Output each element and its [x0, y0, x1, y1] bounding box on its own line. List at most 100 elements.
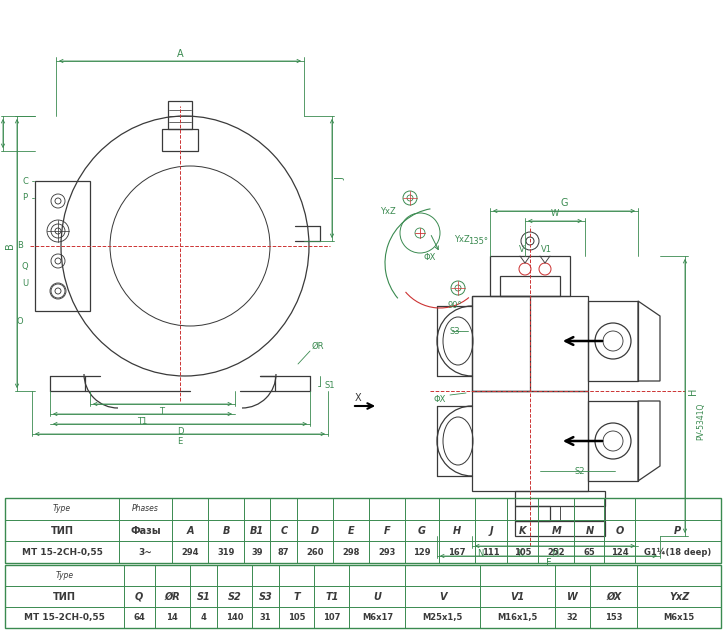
Text: 153: 153 [605, 613, 622, 622]
Bar [560, 506, 605, 521]
Text: 32: 32 [567, 613, 579, 622]
Bar [472, 296, 530, 391]
Text: 140: 140 [226, 613, 243, 622]
Text: A: A [176, 49, 183, 59]
Text: K: K [519, 526, 526, 536]
Text: S2: S2 [228, 591, 241, 601]
Text: Q: Q [22, 261, 28, 271]
Text: D: D [311, 526, 319, 536]
Text: 298: 298 [342, 548, 359, 557]
Text: ØR: ØR [311, 341, 325, 350]
Text: K: K [517, 548, 523, 558]
Text: M16x1,5: M16x1,5 [497, 613, 538, 622]
Bar [515, 521, 605, 536]
Text: PV-5341Q: PV-5341Q [696, 403, 706, 440]
Text: T: T [160, 406, 165, 415]
Text: 260: 260 [306, 548, 324, 557]
Text: J: J [489, 526, 493, 536]
Text: M: M [552, 526, 561, 536]
Text: ØX: ØX [606, 591, 621, 601]
Text: U: U [22, 278, 28, 288]
Bar [490, 256, 570, 296]
Text: 87: 87 [278, 548, 290, 557]
Bar [500, 276, 560, 296]
Text: S3: S3 [259, 591, 272, 601]
Text: S1: S1 [325, 382, 335, 391]
Bar [515, 506, 550, 521]
Bar [472, 391, 588, 491]
Text: 90°: 90° [448, 300, 462, 309]
Text: B1: B1 [250, 526, 264, 536]
Text: 4: 4 [200, 613, 206, 622]
Text: H: H [452, 526, 461, 536]
Text: ØR: ØR [164, 591, 180, 601]
Text: M: M [551, 548, 558, 558]
Bar [472, 296, 588, 391]
Text: G: G [418, 526, 426, 536]
Bar [162, 129, 198, 151]
Text: 135°: 135° [468, 237, 488, 245]
Text: V: V [439, 591, 446, 601]
Text: 14: 14 [166, 613, 178, 622]
Text: Q: Q [135, 591, 143, 601]
Text: G1¼(18 deep): G1¼(18 deep) [644, 548, 711, 557]
Text: M6x15: M6x15 [664, 613, 695, 622]
Text: D: D [176, 427, 183, 435]
Text: S2: S2 [575, 466, 585, 476]
Text: 252: 252 [547, 548, 566, 557]
Text: 167: 167 [448, 548, 465, 557]
Text: Type: Type [55, 571, 73, 580]
Text: 124: 124 [611, 548, 628, 557]
Text: U: U [373, 591, 381, 601]
Text: 111: 111 [482, 548, 499, 557]
Bar [168, 101, 192, 129]
Text: E: E [348, 526, 354, 536]
Bar [5, 498, 721, 563]
Text: ΦX: ΦX [424, 254, 436, 262]
Text: МТ 15-2СН-0,55: МТ 15-2СН-0,55 [22, 548, 102, 557]
Bar [515, 491, 605, 506]
Text: B: B [17, 242, 23, 251]
Text: S3: S3 [450, 326, 460, 336]
Bar [588, 301, 638, 381]
Text: H: H [688, 387, 698, 394]
Text: C: C [22, 177, 28, 186]
Text: E: E [177, 437, 183, 445]
Text: J: J [335, 177, 345, 180]
Text: 31: 31 [260, 613, 272, 622]
Text: T: T [293, 591, 301, 601]
Text: 65: 65 [584, 548, 595, 557]
Text: 129: 129 [413, 548, 431, 557]
Text: O: O [616, 526, 624, 536]
Text: V: V [519, 244, 525, 254]
Text: YxZ: YxZ [380, 206, 396, 216]
Bar [588, 401, 638, 481]
Text: B: B [5, 243, 15, 249]
Text: X: X [355, 393, 362, 403]
Text: S1: S1 [197, 591, 211, 601]
Text: Фазы: Фазы [130, 526, 161, 536]
Text: N: N [585, 526, 594, 536]
Text: M6x17: M6x17 [362, 613, 393, 622]
Text: P: P [674, 526, 681, 536]
Text: 64: 64 [133, 613, 145, 622]
Text: ТИП: ТИП [51, 526, 73, 536]
Text: V1: V1 [510, 591, 525, 601]
Text: 294: 294 [182, 548, 199, 557]
Text: W: W [567, 591, 578, 601]
Text: Type: Type [53, 504, 71, 514]
Text: N: N [477, 548, 484, 558]
Text: 105: 105 [514, 548, 531, 557]
Text: ΦX: ΦX [434, 394, 446, 403]
Text: F: F [546, 558, 551, 568]
Text: V1: V1 [540, 244, 552, 254]
Text: M25x1,5: M25x1,5 [423, 613, 463, 622]
Text: YxZ: YxZ [454, 235, 470, 244]
Text: C: C [280, 526, 287, 536]
Text: 39: 39 [251, 548, 263, 557]
Text: 3~: 3~ [139, 548, 152, 557]
Text: 319: 319 [217, 548, 234, 557]
Text: Phases: Phases [132, 504, 159, 514]
Bar [5, 565, 721, 628]
Text: P: P [23, 194, 28, 203]
